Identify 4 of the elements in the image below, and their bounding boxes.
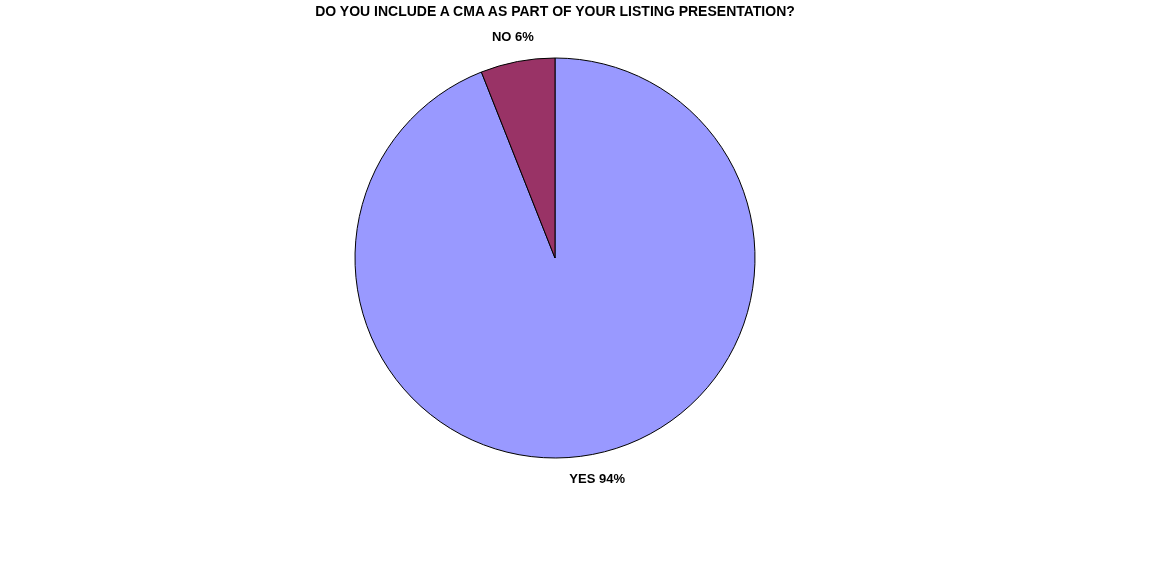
- pie-slice: [354, 57, 756, 459]
- slice-label: YES 94%: [569, 471, 626, 487]
- chart-title: DO YOU INCLUDE A CMA AS PART OF YOUR LISTING PRESENTATION?: [315, 3, 795, 19]
- slice-label: NO 6%: [491, 28, 535, 44]
